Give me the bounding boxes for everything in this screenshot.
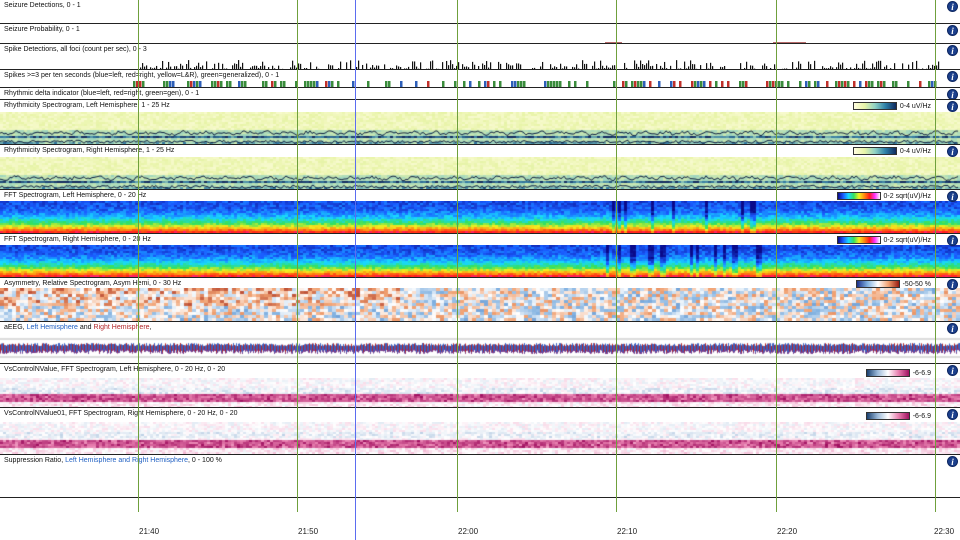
panel-title: Spike Detections, all foci (count per se… [4,46,147,53]
panel-title: FFT Spectrogram, Right Hemisphere, 0 - 2… [4,236,151,243]
color-scale-label: 0-4 uV/Hz [899,147,931,155]
color-scale-bar [836,192,881,200]
color-scale-label: 0-4 uV/Hz [899,102,931,110]
hemisphere-label: Left Hemisphere and Right Hemisphere [65,457,189,464]
panel-title: Spikes >=3 per ten seconds (blue=left, r… [4,72,280,79]
panel-fft-left[interactable]: FFT Spectrogram, Left Hemisphere, 0 - 20… [0,190,960,234]
info-icon[interactable]: i [947,235,958,246]
panel-rhythmicity-left[interactable]: Rhythmicity Spectrogram, Left Hemisphere… [0,100,960,145]
color-scale-label: -50-50 % [902,280,931,288]
panel-asymmetry[interactable]: Asymmetry, Relative Spectrogram, Asym He… [0,278,960,322]
info-icon[interactable]: i [947,409,958,420]
time-tick-label: 21:50 [298,527,319,536]
panel-spike-detections[interactable]: Spike Detections, all foci (count per se… [0,44,960,70]
panel-aeeg[interactable]: aEEG, Left Hemisphere and Right Hemisphe… [0,322,960,364]
and-label: and [77,324,94,331]
info-icon[interactable]: i [947,45,958,56]
panel-title: Seizure Detections, 0 - 1 [4,2,81,9]
panel-title: FFT Spectrogram, Left Hemisphere, 0 - 20… [4,192,147,199]
panel-title: Suppression Ratio, Left Hemisphere and R… [4,457,222,464]
time-cursor[interactable] [355,0,356,540]
panel-seizure-probability[interactable]: Seizure Probability, 0 - 1 i [0,24,960,44]
panel-rhythmic-delta[interactable]: Rhythmic delta indicator (blue=left, red… [0,88,960,100]
info-icon[interactable]: i [947,89,958,99]
info-icon[interactable]: i [947,25,958,36]
panel-title: VsControlNValue, FFT Spectrogram, Left H… [4,366,226,373]
panel-fft-right[interactable]: FFT Spectrogram, Right Hemisphere, 0 - 2… [0,234,960,278]
color-scale-bar [852,102,897,110]
panel-title: Asymmetry, Relative Spectrogram, Asym He… [4,280,182,287]
fft-right-spectrogram [0,245,960,277]
range-label: , 0 - 100 % [188,457,222,464]
info-icon[interactable]: i [947,1,958,12]
color-scale-label: -6-6.9 [912,369,931,377]
spikes-per-ten-markers [133,81,937,87]
color-scale-bar [865,412,910,420]
time-tick-label: 21:40 [139,527,160,536]
info-icon[interactable]: i [947,365,958,376]
panel-spikes-per-ten[interactable]: Spikes >=3 per ten seconds (blue=left, r… [0,70,960,88]
panel-vscontrol-right[interactable]: VsControlNValue01, FFT Spectrogram, Righ… [0,408,960,455]
panel-title: aEEG, Left Hemisphere and Right Hemisphe… [4,324,152,331]
rhythmicity-left-spectrogram [0,112,960,144]
aeeg-label: aEEG, [4,324,27,331]
panel-title: Rhythmic delta indicator (blue=left, red… [4,90,200,97]
aeeg-trace [0,334,960,362]
info-icon[interactable]: i [947,101,958,112]
time-tick-label: 22:20 [777,527,798,536]
vscontrol-left-spectrogram [0,378,960,407]
panel-suppression[interactable]: Suppression Ratio, Left Hemisphere and R… [0,455,960,498]
panel-title: Rhythmicity Spectrogram, Right Hemispher… [4,147,175,154]
info-icon[interactable]: i [947,279,958,290]
panel-rhythmicity-right[interactable]: Rhythmicity Spectrogram, Right Hemispher… [0,145,960,190]
left-hemisphere-label: Left Hemisphere [26,324,78,331]
panel-title: Rhythmicity Spectrogram, Left Hemisphere… [4,102,170,109]
spike-count-bars [140,60,940,69]
panel-title: VsControlNValue01, FFT Spectrogram, Righ… [4,410,238,417]
color-scale-legend: -50-50 % [855,280,931,288]
suppression-label: Suppression Ratio, [4,457,66,464]
info-icon[interactable]: i [947,191,958,202]
right-hemisphere-label: Right Hemisphere [93,324,150,331]
color-scale-legend: -6-6.9 [865,369,931,377]
color-scale-label: 0-2 sqrt(uV)/Hz [883,192,931,200]
panel-vscontrol-left[interactable]: VsControlNValue, FFT Spectrogram, Left H… [0,364,960,408]
time-tick-label: 22:00 [458,527,479,536]
color-scale-bar [855,280,900,288]
seizure-probability-trace [605,42,806,43]
color-scale-legend: -6-6.9 [865,412,931,420]
panel-seizure-detections[interactable]: Seizure Detections, 0 - 1 i [0,0,960,24]
info-icon[interactable]: i [947,323,958,334]
panel-title: Seizure Probability, 0 - 1 [4,26,80,33]
rhythmicity-right-spectrogram [0,157,960,189]
info-icon[interactable]: i [947,146,958,157]
time-tick-label: 22:30 [934,527,955,536]
info-icon[interactable]: i [947,456,958,467]
color-scale-legend: 0-2 sqrt(uV)/Hz [836,236,931,244]
asymmetry-spectrogram [0,288,960,321]
color-scale-bar [865,369,910,377]
fft-left-spectrogram [0,201,960,233]
comma-label: , [149,324,152,331]
color-scale-label: -6-6.9 [912,412,931,420]
color-scale-legend: 0-4 uV/Hz [852,102,931,110]
color-scale-bar [836,236,881,244]
time-tick-label: 22:10 [617,527,638,536]
info-icon[interactable]: i [947,71,958,82]
color-scale-legend: 0-2 sqrt(uV)/Hz [836,192,931,200]
color-scale-label: 0-2 sqrt(uV)/Hz [883,236,931,244]
color-scale-bar [852,147,897,155]
color-scale-legend: 0-4 uV/Hz [852,147,931,155]
vscontrol-right-spectrogram [0,422,960,454]
